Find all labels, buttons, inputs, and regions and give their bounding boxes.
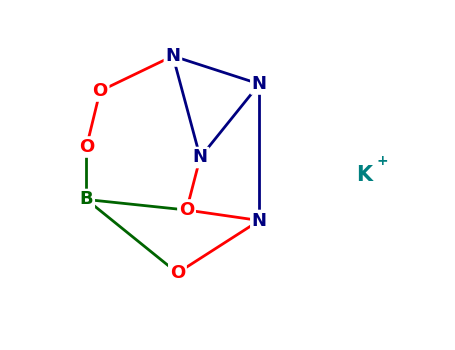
Text: O: O (79, 138, 94, 156)
Text: O: O (179, 201, 194, 219)
Text: +: + (376, 154, 388, 168)
Text: N: N (252, 75, 267, 93)
Text: K: K (356, 165, 372, 185)
Text: O: O (92, 82, 108, 100)
Text: O: O (170, 264, 185, 282)
Text: B: B (80, 190, 93, 209)
Text: N: N (193, 148, 207, 167)
Text: N: N (166, 47, 180, 65)
Text: N: N (252, 211, 267, 230)
